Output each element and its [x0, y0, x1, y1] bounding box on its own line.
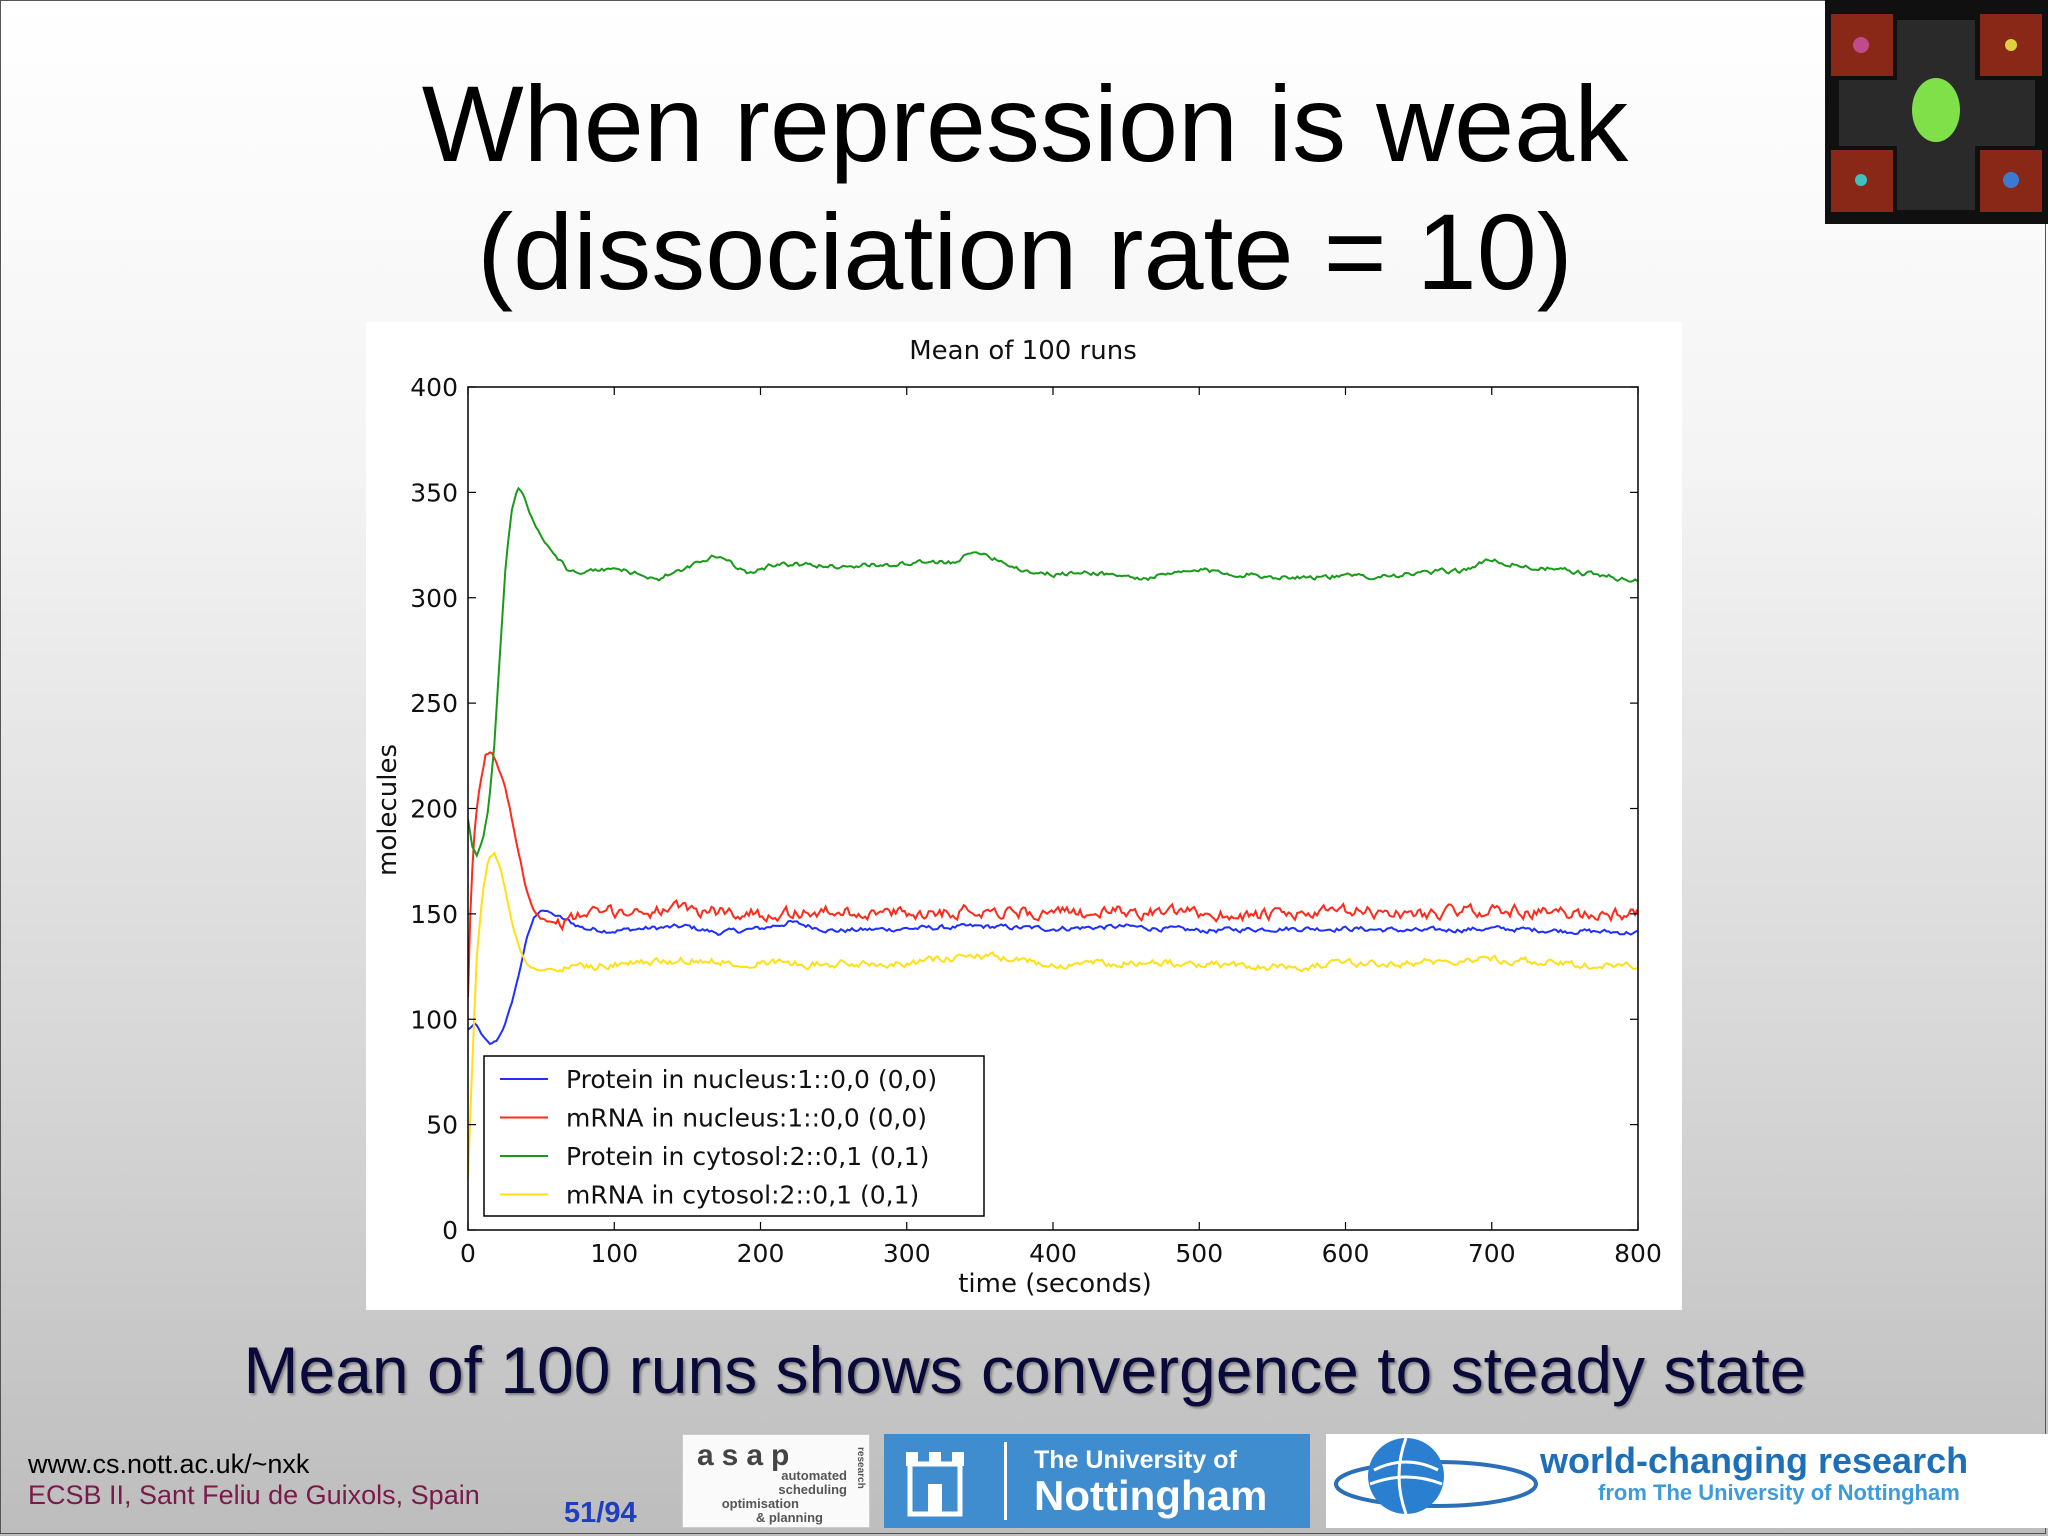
nottingham-logo: The University of Nottingham — [884, 1434, 1310, 1528]
globe-icon — [1334, 1437, 1538, 1515]
asap-logo-name: asap — [697, 1439, 798, 1472]
chart-legend: Protein in nucleus:1::0,0 (0,0)mRNA in n… — [483, 1055, 985, 1217]
legend-box — [483, 1055, 985, 1217]
asap-logo: asap automated scheduling optimisation &… — [682, 1434, 870, 1528]
asap-logo-side: research — [855, 1447, 866, 1489]
y-tick-label: 300 — [410, 584, 458, 613]
asap-logo-line1: automated — [781, 1468, 847, 1483]
x-tick-label: 200 — [737, 1239, 785, 1268]
asap-logo-line3: optimisation — [721, 1496, 799, 1511]
x-tick-label: 500 — [1175, 1239, 1223, 1268]
thumbnail-graphic — [1825, 0, 2048, 224]
y-tick-label: 200 — [410, 795, 458, 824]
y-axis-label: molecules — [373, 744, 403, 876]
legend-label: Protein in nucleus:1::0,0 (0,0) — [566, 1065, 937, 1094]
asap-logo-line4: & planning — [755, 1510, 823, 1525]
world-changing-logo: world-changing research from The Univers… — [1326, 1434, 2048, 1528]
footer-url[interactable]: www.cs.nott.ac.uk/~nxk — [28, 1449, 310, 1479]
x-tick-label: 100 — [590, 1239, 638, 1268]
footer-conference: ECSB II, Sant Feliu de Guixols, Spain — [28, 1480, 480, 1510]
asap-logo-line2: scheduling — [778, 1482, 847, 1497]
line-chart: Mean of 100 runs 0 100 200 300 400 500 600 700 8… — [373, 336, 1662, 1299]
y-tick-label: 250 — [410, 689, 458, 718]
y-tick-label: 50 — [426, 1111, 458, 1140]
y-tick-label: 100 — [410, 1005, 458, 1034]
y-tick-label: 400 — [410, 373, 458, 402]
x-tick-label: 600 — [1322, 1239, 1370, 1268]
castle-icon — [906, 1442, 1007, 1520]
series-layer — [468, 486, 1638, 1178]
legend-label: mRNA in cytosol:2::0,1 (0,1) — [566, 1181, 919, 1210]
series-line-3 — [468, 486, 1638, 859]
title-line-1: When repression is weak — [421, 63, 1629, 184]
legend-label: Protein in cytosol:2::0,1 (0,1) — [566, 1142, 929, 1171]
x-tick-label: 400 — [1029, 1239, 1077, 1268]
chart-title: Mean of 100 runs — [909, 336, 1137, 366]
series-line-4 — [468, 851, 1638, 1178]
nottingham-logo-line1: The University of — [1034, 1446, 1237, 1474]
series-line-2 — [468, 751, 1638, 997]
x-tick-label: 800 — [1614, 1239, 1662, 1268]
slide-title: When repression is weak (dissociation ra… — [300, 60, 1750, 316]
y-tick-label: 350 — [410, 478, 458, 507]
chart-panel: Mean of 100 runs 0 100 200 300 400 500 600 700 8… — [366, 322, 1682, 1310]
x-tick-label: 700 — [1468, 1239, 1516, 1268]
x-axis-label: time (seconds) — [958, 1269, 1152, 1299]
y-tick-label: 150 — [410, 900, 458, 929]
legend-label: mRNA in nucleus:1::0,0 (0,0) — [566, 1104, 927, 1133]
series-line-1 — [468, 909, 1638, 1046]
world-logo-line1: world-changing research — [1540, 1440, 1969, 1481]
thumbnail-image — [1825, 0, 2048, 224]
x-tick-label: 0 — [460, 1239, 476, 1268]
ticks-layer: 0 100 200 300 400 500 600 700 800 0 50 100 150 200 250… — [410, 373, 1662, 1268]
x-tick-label: 300 — [883, 1239, 931, 1268]
y-tick-label: 0 — [442, 1216, 458, 1245]
nottingham-logo-line2: Nottingham — [1034, 1472, 1268, 1519]
slide-caption: Mean of 100 runs shows convergence to st… — [243, 1333, 1807, 1407]
world-logo-line2: from The University of Nottingham — [1598, 1480, 1960, 1505]
page-number: 51/94 — [564, 1497, 637, 1529]
title-line-2: (dissociation rate = 10) — [477, 191, 1573, 312]
